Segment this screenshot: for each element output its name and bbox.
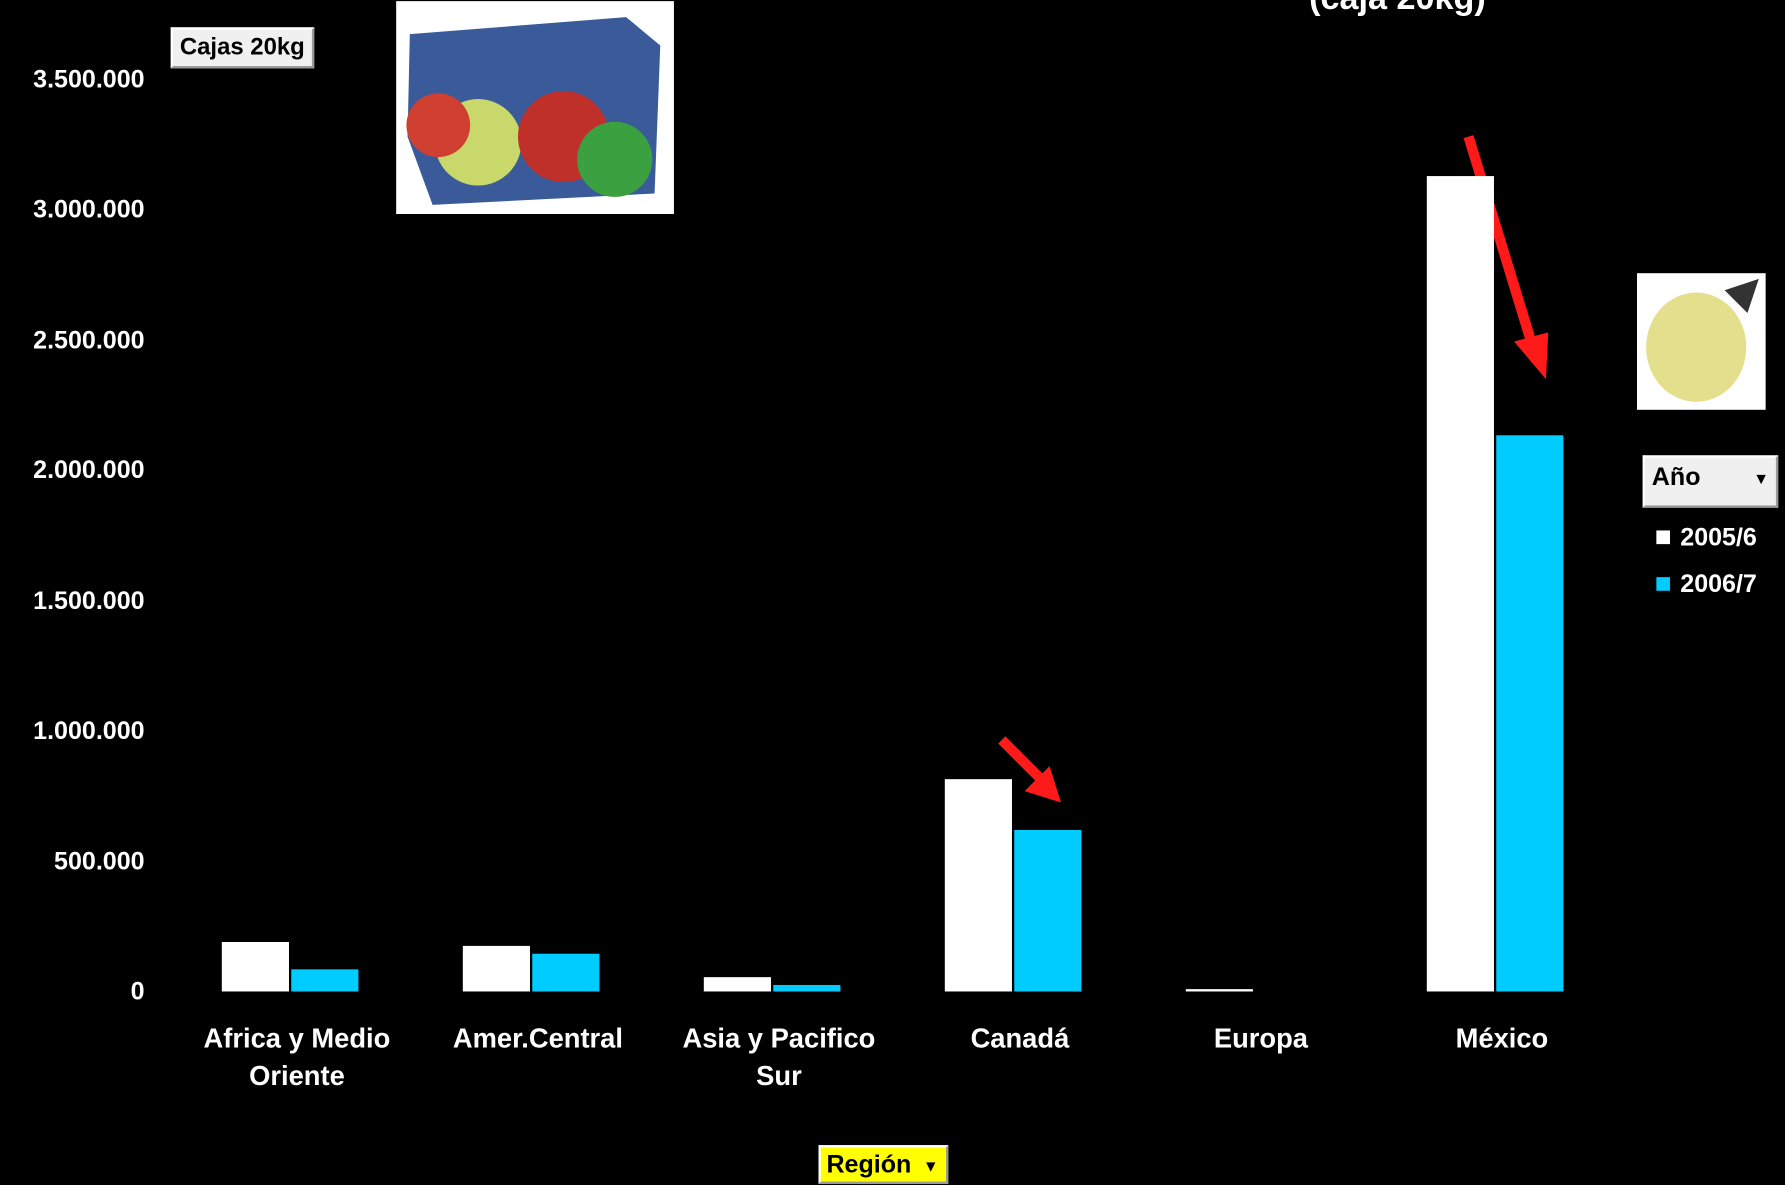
legend-title-text: Año xyxy=(1651,462,1701,491)
y-tick-label: 1.500.000 xyxy=(33,585,145,615)
chart-title: (caja 20kg) xyxy=(1309,0,1486,17)
bar xyxy=(462,945,530,992)
legend-label: 2006/7 xyxy=(1680,569,1757,598)
bar xyxy=(291,969,359,992)
y-tick-label: 0 xyxy=(130,976,145,1006)
arrows xyxy=(998,135,1549,803)
x-tick-label: Amer.Central xyxy=(452,1023,623,1055)
y-tick-label: 1.000.000 xyxy=(33,716,145,745)
field-button-text: Región xyxy=(826,1149,912,1179)
legend-swatch xyxy=(1656,530,1671,545)
bar xyxy=(773,984,841,992)
y-tick-label: 2.500.000 xyxy=(33,325,145,354)
box-image xyxy=(396,1,674,215)
x-tick-label: Asia y Pacifico Sur xyxy=(682,1023,876,1092)
bar xyxy=(221,941,289,992)
bar xyxy=(1014,829,1082,992)
x-tick-label: Africa y Medio Oriente xyxy=(203,1023,391,1092)
bar xyxy=(944,779,1012,992)
field-button[interactable]: Región ▼ xyxy=(818,1145,948,1184)
x-tick-label: México xyxy=(1455,1023,1549,1055)
y-tick-label: 500.000 xyxy=(54,846,145,875)
y-tick-label: 3.000.000 xyxy=(33,195,145,224)
legend-swatch xyxy=(1656,577,1671,591)
x-tick-label: Canadá xyxy=(970,1023,1070,1055)
legend-title[interactable]: Año ▼ xyxy=(1642,455,1779,508)
y-tick-label: 2.000.000 xyxy=(33,455,145,485)
field-button[interactable]: Cajas 20kg xyxy=(170,27,314,69)
bar xyxy=(703,977,771,992)
x-tick-label: Europa xyxy=(1213,1023,1308,1055)
y-tick-label: 3.500.000 xyxy=(33,64,145,94)
bar xyxy=(1496,435,1564,992)
bar xyxy=(532,953,600,992)
bar xyxy=(1426,176,1494,992)
apple-image xyxy=(1637,273,1766,410)
legend-label: 2005/6 xyxy=(1680,522,1757,551)
bar xyxy=(1185,989,1253,992)
